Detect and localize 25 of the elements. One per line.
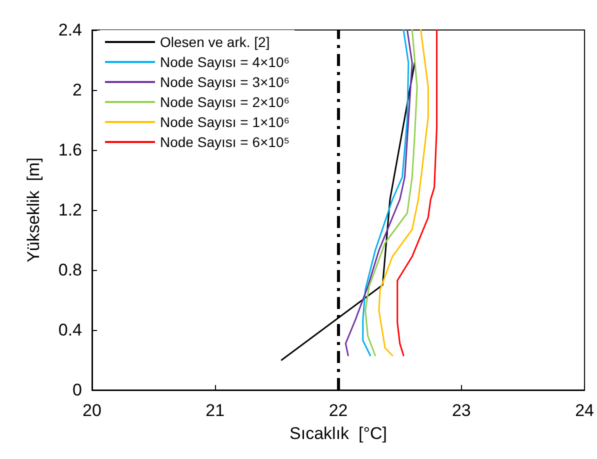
y-tick-label: 2.4 — [58, 20, 82, 40]
legend-label: Node Sayısı = 6×10⁵ — [160, 134, 290, 150]
y-tick-label: 2 — [72, 80, 82, 100]
y-tick-label: 1.6 — [58, 140, 82, 160]
legend-label: Node Sayısı = 1×10⁶ — [160, 114, 290, 130]
x-tick-label: 21 — [206, 401, 225, 420]
x-axis-title: Sıcaklık [°C] — [290, 424, 388, 443]
y-tick-label: 0.4 — [58, 320, 82, 340]
legend-label: Node Sayısı = 4×10⁶ — [160, 54, 290, 70]
y-axis-title: Yükseklik [m] — [24, 158, 43, 262]
x-tick-label: 24 — [575, 401, 594, 420]
y-tick-label: 1.2 — [58, 200, 82, 220]
line-series — [362, 29, 410, 356]
x-tick-label: 20 — [82, 401, 102, 420]
line-series — [378, 29, 429, 356]
legend-label: Olesen ve ark. [2] — [160, 34, 270, 50]
line-series — [364, 29, 418, 356]
legend-label: Node Sayısı = 2×10⁶ — [160, 94, 290, 110]
legend-label: Node Sayısı = 3×10⁶ — [160, 74, 290, 90]
x-tick-label: 22 — [328, 401, 348, 420]
y-tick-label: 0 — [72, 380, 82, 400]
x-tick-label: 23 — [452, 401, 471, 420]
line-series — [344, 29, 413, 356]
y-tick-label: 0.8 — [58, 260, 82, 280]
line-series — [396, 29, 438, 356]
